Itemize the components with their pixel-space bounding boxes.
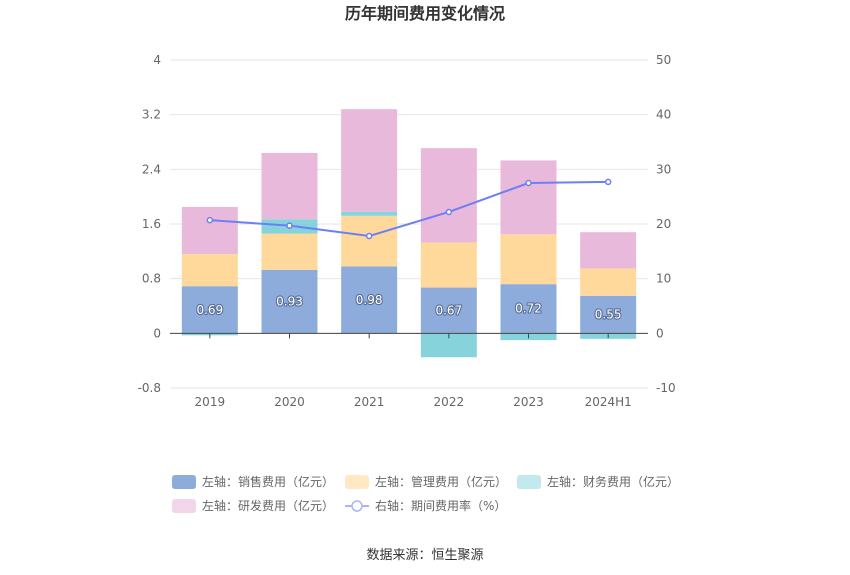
left-tick-label: 4: [153, 53, 161, 67]
right-tick-label: 20: [656, 217, 671, 231]
legend-swatch: [517, 475, 541, 489]
left-tick-label: 2.4: [142, 162, 161, 176]
left-tick-label: 3.2: [142, 108, 161, 122]
x-tick-label: 2020: [274, 395, 305, 409]
line-point: [604, 178, 612, 186]
bar-segment: [420, 287, 477, 334]
line-point: [525, 179, 532, 187]
bar-segment: [580, 268, 637, 296]
line-point: [286, 222, 293, 229]
right-tick-label: 0: [656, 326, 664, 340]
data-label: 0.72: [515, 302, 542, 316]
bars: [181, 109, 637, 358]
legend-item[interactable]: 右轴：期间费用率（%）: [345, 498, 506, 513]
bar-segment: [261, 233, 318, 270]
legend-label: 左轴：财务费用（亿元）: [547, 474, 679, 489]
x-tick-label: 2024H1: [585, 395, 632, 409]
bar-segment: [500, 160, 557, 235]
right-axis-ticks: 50 40 30 20 10 0 -10: [656, 53, 676, 395]
bar-segment: [341, 215, 398, 267]
left-tick-label: 0: [153, 326, 161, 340]
right-tick-label: -10: [656, 381, 676, 395]
bar-segment: [261, 152, 318, 220]
bar-segment: [580, 232, 637, 269]
line-point: [206, 216, 214, 224]
legend-swatch: [172, 475, 196, 489]
left-tick-label: -0.8: [138, 381, 161, 395]
data-label: 0.55: [595, 308, 622, 322]
source-note: 数据来源：恒生聚源: [366, 548, 483, 563]
bar-segment: [500, 284, 557, 334]
legend-item[interactable]: 左轴：销售费用（亿元）: [172, 474, 334, 489]
legend-label: 右轴：期间费用率（%）: [375, 498, 506, 513]
legend-item[interactable]: 左轴：管理费用（亿元）: [345, 474, 507, 489]
line-point: [445, 208, 453, 216]
left-tick-label: 0.8: [142, 272, 161, 286]
bar-segment: [500, 234, 557, 285]
legend-marker-icon: [351, 500, 363, 512]
data-label: 0.69: [196, 303, 223, 317]
line-point: [365, 232, 373, 240]
legend-swatch: [345, 475, 369, 489]
data-label: 0.98: [356, 293, 383, 307]
bar-segment: [341, 109, 398, 212]
right-tick-label: 10: [656, 272, 671, 286]
x-tick-label: 2022: [434, 395, 465, 409]
chart-title: 历年期间费用变化情况: [345, 4, 505, 23]
legend-item[interactable]: 左轴：研发费用（亿元）: [172, 498, 334, 513]
right-tick-label: 40: [656, 108, 671, 122]
left-axis-ticks: 4 3.2 2.4 1.6 0.8 0 -0.8: [138, 53, 161, 395]
bar-segment: [341, 266, 398, 334]
legend-item[interactable]: 左轴：财务费用（亿元）: [517, 474, 679, 489]
bar-segment: [261, 269, 318, 334]
bar-segment: [420, 242, 477, 288]
bar-segment: [580, 295, 637, 334]
data-label: 0.67: [435, 303, 462, 317]
rate-line-series: [206, 178, 612, 240]
bar-segment: [420, 333, 477, 358]
legend-label: 左轴：销售费用（亿元）: [202, 474, 334, 489]
right-tick-label: 30: [656, 162, 671, 176]
legend: 左轴：销售费用（亿元） 左轴：管理费用（亿元） 左轴：财务费用（亿元） 左轴：研发费用…: [172, 474, 679, 513]
legend-swatch: [172, 499, 196, 513]
x-tick-label: 2019: [195, 395, 226, 409]
bar-segment: [181, 254, 238, 287]
bar-segment: [181, 206, 238, 255]
right-tick-label: 50: [656, 53, 671, 67]
x-tick-label: 2021: [354, 395, 385, 409]
legend-label: 左轴：管理费用（亿元）: [375, 474, 507, 489]
data-label: 0.93: [276, 295, 303, 309]
rate-line: [209, 180, 609, 238]
bar-segment: [341, 211, 398, 216]
bar-segment: [181, 286, 238, 334]
category-ticks: 2019 2020 2021 2022 2023 2024H1: [195, 333, 632, 409]
legend-label: 左轴：研发费用（亿元）: [202, 498, 334, 513]
data-labels: 0.69 0.93 0.98 0.67 0.72 0.55: [195, 292, 622, 323]
bar-segment: [420, 148, 477, 243]
x-tick-label: 2023: [513, 395, 544, 409]
left-tick-label: 1.6: [142, 217, 161, 231]
